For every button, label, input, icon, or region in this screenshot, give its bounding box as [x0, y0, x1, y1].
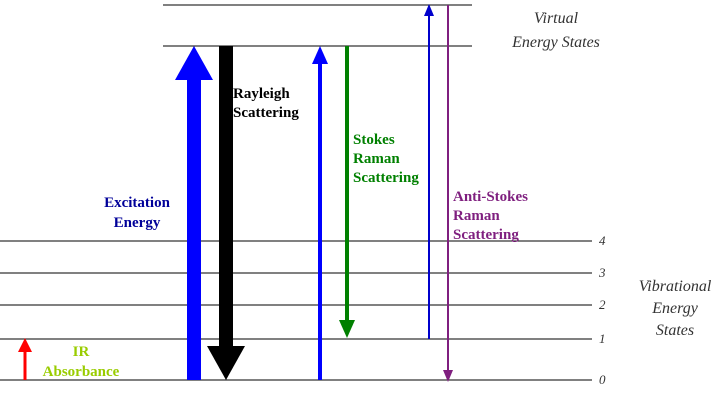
antistokes-label-line3: Scattering	[453, 227, 519, 243]
excitation-arrow-head	[175, 46, 213, 80]
virtual-states-label-line1: Virtual	[534, 10, 579, 27]
antistokes-arrow-head	[443, 370, 453, 382]
excitation-label-line2: Energy	[114, 215, 161, 231]
level-label-4: 4	[599, 233, 606, 248]
rayleigh-arrow-head	[207, 346, 245, 380]
vibrational-states-label-line3: States	[656, 322, 694, 339]
antistokes-label-line1: Anti-Stokes	[453, 189, 528, 205]
stokes-arrow-head	[339, 320, 355, 338]
vibrational-states-label-line1: Vibrational	[639, 278, 712, 295]
stokes-label-line3: Scattering	[353, 170, 419, 186]
antistokes-excitation-arrow-head	[424, 4, 434, 16]
rayleigh-label-line2: Scattering	[233, 105, 299, 121]
rayleigh-label-line1: Rayleigh	[233, 86, 290, 102]
virtual-states-label-line2: Energy States	[511, 34, 600, 51]
excitation-label-line1: Excitation	[104, 195, 170, 211]
antistokes-label-line2: Raman	[453, 208, 500, 224]
stokes-label-line2: Raman	[353, 151, 400, 167]
rayleigh-arrow-shaft	[219, 46, 233, 348]
excitation-arrow-shaft	[187, 78, 201, 380]
ir-absorbance-arrow-head	[18, 338, 32, 352]
vibrational-states-label-line2: Energy	[651, 300, 699, 317]
level-label-0: 0	[599, 372, 606, 387]
level-label-2: 2	[599, 297, 606, 312]
level-label-1: 1	[599, 331, 606, 346]
ir-absorbance-label-line1: IR	[73, 344, 90, 360]
level-label-3: 3	[598, 265, 606, 280]
stokes-label-line1: Stokes	[353, 132, 395, 148]
stokes-excitation-arrow-head	[312, 46, 328, 64]
ir-absorbance-label-line2: Absorbance	[43, 364, 120, 380]
